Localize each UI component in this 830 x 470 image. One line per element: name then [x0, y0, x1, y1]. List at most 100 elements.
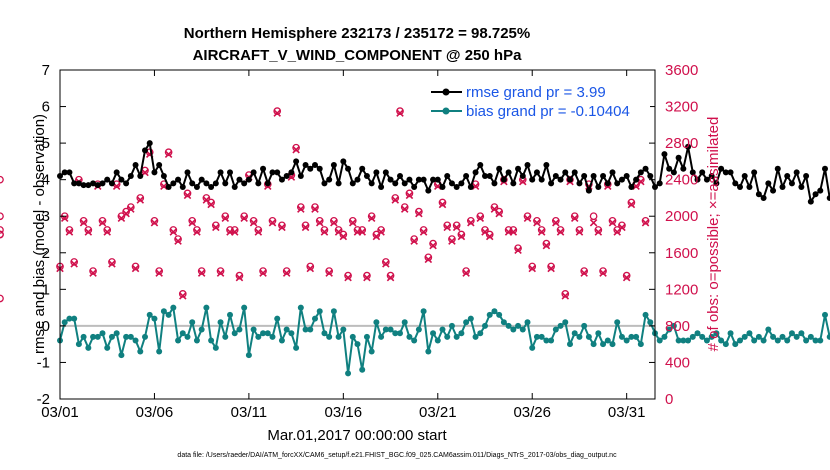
y-tick-label: 1 [42, 281, 50, 298]
bias-series-point [486, 311, 493, 318]
y2-tick-label: 400 [665, 354, 690, 371]
obs-possible-point [490, 203, 499, 211]
obs-assimilated-point [570, 214, 579, 222]
rmse-series-point [212, 180, 219, 187]
rmse-series-point [297, 173, 304, 180]
bias-series-point [255, 333, 262, 340]
bias-series-point [713, 330, 720, 337]
bias-series-point [250, 326, 257, 333]
bias-series-point [807, 333, 814, 340]
obs-possible-point [131, 262, 140, 271]
bias-series-point [94, 333, 101, 340]
bias-series-point [685, 337, 692, 344]
obs-possible-point [599, 267, 607, 275]
rmse-series-point [392, 180, 399, 187]
x-tick-label: 03/26 [513, 404, 551, 421]
bias-series-point [458, 330, 465, 337]
bias-series-point [269, 333, 276, 340]
rmse-series-point [208, 183, 215, 190]
rmse-series-point [312, 162, 318, 169]
bias-series-point [99, 330, 106, 337]
rmse-series-point [784, 173, 791, 180]
bias-series-point [737, 337, 743, 344]
rmse-series-point [444, 173, 451, 180]
obs-possible-point [589, 212, 598, 221]
rmse-series-point [151, 169, 158, 176]
obs-assimilated-point [65, 228, 74, 236]
bias-series-point [741, 333, 748, 340]
y2-tick-label: 1600 [665, 245, 698, 262]
obs-possible-point [306, 262, 315, 271]
bias-series-point [80, 333, 87, 340]
obs-possible-point [136, 194, 145, 202]
obs-possible-point [0, 212, 4, 221]
y2-tick-label: 0 [665, 391, 673, 408]
rmse-series-point [307, 165, 314, 172]
y-tick-label: -2 [37, 391, 50, 408]
rmse-series-point [585, 187, 592, 194]
rmse-series-point [378, 183, 385, 190]
bias-series-point [146, 311, 153, 318]
bias-series-point [533, 333, 540, 340]
bias-series-point [363, 333, 370, 340]
obs-assimilated-point [443, 223, 451, 232]
bias-series-point [510, 326, 517, 333]
bias-series-point [826, 333, 830, 340]
obs-possible-point [622, 271, 631, 280]
bias-series-point [628, 333, 635, 340]
y-tick-label: 7 [42, 62, 50, 79]
obs-possible-point [282, 267, 291, 275]
obs-possible-point [178, 290, 187, 298]
obs-assimilated-point [514, 246, 522, 254]
obs-possible-point [98, 216, 107, 225]
bias-series-point [581, 322, 588, 329]
rmse-series-point [108, 180, 115, 187]
obs-possible-point [396, 107, 404, 115]
bias-series-point [477, 330, 484, 337]
bias-series-point [585, 333, 592, 340]
y-tick-label: 2 [42, 245, 50, 262]
obs-possible-point [334, 226, 343, 234]
obs-assimilated-point [297, 205, 305, 213]
rmse-series-point [231, 183, 238, 190]
rmse-series-point [538, 176, 545, 183]
rmse-series-point [567, 176, 573, 183]
y-tick-label: 0 [42, 318, 50, 335]
chart-title: Northern Hemisphere 232173 / 235172 = 98… [184, 25, 530, 42]
obs-assimilated-point [627, 200, 636, 209]
rmse-series-point [193, 183, 200, 190]
obs-assimilated-point [136, 196, 145, 204]
obs-assimilated-point [254, 228, 263, 236]
rmse-series-point [722, 169, 729, 176]
obs-assimilated-point [79, 219, 88, 227]
rmse-series-point [326, 176, 333, 183]
obs-possible-point [537, 226, 546, 234]
obs-assimilated-point [273, 109, 281, 117]
rmse-series-point [741, 173, 748, 180]
rmse-series-point [670, 169, 677, 176]
bias-series-point [217, 319, 224, 326]
rmse-series-point [680, 165, 687, 172]
rmse-series-point [505, 169, 512, 176]
y-axis-label: rmse and bias (model - observation) [31, 114, 48, 354]
rmse-series-point [467, 183, 474, 190]
bias-series-point [444, 333, 451, 340]
bias-series-point [245, 352, 252, 359]
rmse-series-point [770, 187, 777, 194]
bias-series-point [562, 319, 569, 326]
rmse-series-point [463, 173, 470, 180]
rmse-series-point [80, 182, 87, 189]
bias-series-point [198, 326, 205, 333]
bias-series-point [623, 337, 630, 344]
obs-possible-point [325, 267, 334, 275]
rmse-series-point [737, 183, 743, 190]
obs-assimilated-point [70, 260, 78, 268]
rmse-series-point [500, 176, 507, 183]
x-tick-label: 03/16 [325, 404, 363, 421]
rmse-series-point [118, 176, 125, 183]
bias-series-point [656, 337, 663, 344]
rmse-series-point [179, 183, 186, 190]
rmse-series-point [482, 173, 488, 180]
obs-possible-point [126, 203, 135, 211]
obs-possible-point [410, 235, 419, 243]
